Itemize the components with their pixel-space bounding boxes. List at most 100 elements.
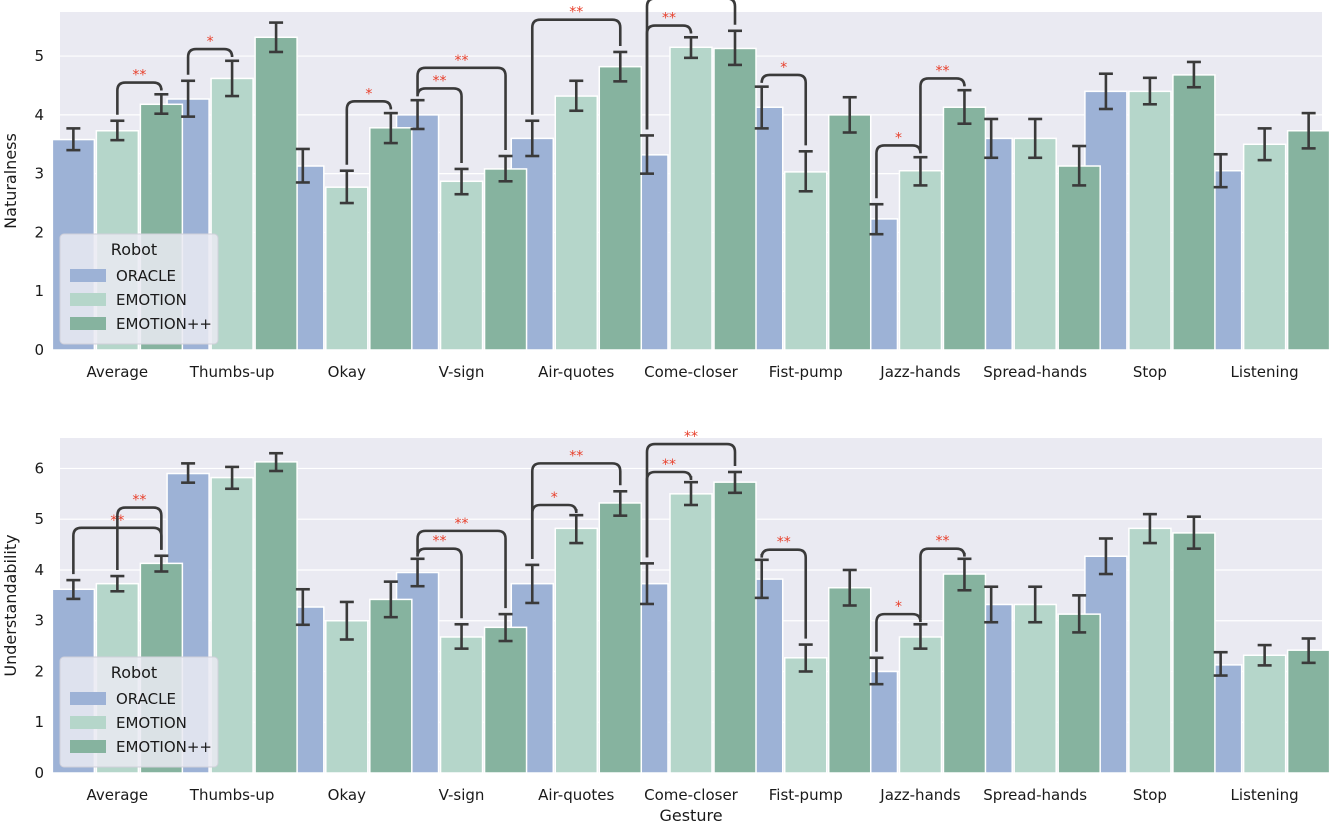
x-tick-label: Stop [1133, 363, 1167, 381]
significance-label: * [780, 60, 787, 76]
bar-emotion-fist-pump [783, 657, 828, 774]
y-axis-label: Understandability [1, 534, 20, 676]
legend-title: Robot [111, 240, 157, 259]
significance-bracket [416, 66, 507, 151]
bar-emotionplusplus-spread-hands [1057, 165, 1101, 351]
legend-swatch [70, 740, 106, 753]
significance-bracket [645, 442, 737, 558]
legend-box [59, 233, 219, 345]
significance-bracket [186, 47, 234, 75]
legend-title: Robot [111, 663, 157, 682]
y-tick-label: 3 [34, 165, 44, 183]
bar-emotion-okay [325, 619, 369, 774]
bar-emotionplusplus-jazz-hands [942, 106, 987, 351]
significance-label: ** [662, 11, 676, 27]
bar-emotionplusplus-okay [369, 127, 413, 351]
significance-bracket [345, 100, 393, 165]
x-tick-label: Thumbs-up [189, 363, 275, 381]
bar-emotion-okay [325, 186, 369, 351]
chart-panel-1: 0 1 2 3 4 5 Average Thumbs-up Okay V-sign Air-quot… [1, 0, 1329, 381]
legend-swatch [70, 716, 106, 729]
x-tick-label: Spread-hands [983, 786, 1087, 804]
x-tick-label: Jazz-hands [879, 786, 961, 804]
x-tick-label: Listening [1231, 363, 1299, 381]
legend: Robot ORACLE EMOTION EMOTION++ [59, 233, 219, 345]
x-tick-label: V-sign [439, 786, 485, 804]
significance-bracket [530, 18, 622, 115]
x-tick-label: Fist-pump [769, 786, 843, 804]
significance-bracket [116, 81, 163, 115]
bar-emotion-jazz-hands [898, 636, 943, 774]
significance-label: ** [777, 535, 791, 551]
bar-emotionplusplus-stop [1172, 74, 1216, 351]
x-tick-label: Fist-pump [769, 363, 843, 381]
chart-panel-2: 0 1 2 3 4 5 6 Average Thumbs-up Okay V-sign Air-quo… [1, 429, 1329, 825]
x-tick-label: Listening [1231, 786, 1299, 804]
bar-emotionplusplus-listening [1286, 649, 1329, 774]
bar-emotion-come-closer [669, 46, 713, 351]
legend-item-label: ORACLE [116, 690, 176, 708]
bar-emotion-v-sign [439, 180, 484, 351]
bar-emotionplusplus-air-quotes [598, 502, 643, 774]
y-tick-label: 2 [34, 662, 44, 680]
bar-emotion-stop [1128, 90, 1172, 351]
bar-emotion-listening [1242, 143, 1287, 351]
legend: Robot ORACLE EMOTION EMOTION++ [59, 656, 219, 768]
x-tick-label: Come-closer [644, 786, 739, 804]
x-tick-label: Average [87, 363, 149, 381]
significance-bracket [919, 547, 966, 619]
x-tick-label: Come-closer [644, 363, 739, 381]
bar-emotionplusplus-thumbs-up [254, 461, 298, 774]
y-tick-label: 5 [34, 510, 44, 528]
y-tick-label: 2 [34, 223, 44, 241]
bar-emotionplusplus-okay [369, 598, 413, 774]
significance-bracket [760, 73, 808, 146]
significance-label: ** [569, 5, 583, 21]
significance-bracket [116, 506, 163, 571]
bar-emotionplusplus-stop [1172, 532, 1216, 774]
significance-label: * [895, 130, 902, 146]
bar-emotion-stop [1128, 527, 1172, 774]
significance-bracket [416, 529, 507, 609]
x-tick-label: Air-quotes [538, 786, 614, 804]
significance-bracket [875, 612, 922, 652]
significance-label: ** [132, 493, 146, 509]
significance-label: ** [455, 516, 469, 532]
bar-emotion-listening [1242, 654, 1287, 774]
legend-swatch [70, 692, 106, 705]
legend-box [59, 656, 219, 768]
bar-emotion-spread-hands [1013, 137, 1057, 351]
bar-emotion-spread-hands [1013, 603, 1057, 774]
legend-swatch [70, 293, 106, 306]
bar-emotionplusplus-v-sign [483, 626, 528, 774]
x-tick-label: Jazz-hands [879, 363, 961, 381]
significance-bracket [416, 547, 463, 619]
y-tick-label: 3 [34, 612, 44, 630]
bar-emotionplusplus-spread-hands [1057, 613, 1101, 774]
y-tick-label: 4 [34, 561, 44, 579]
bar-emotionplusplus-come-closer [713, 47, 757, 351]
significance-label: ** [569, 448, 583, 464]
y-tick-label: 1 [34, 713, 44, 731]
bar-emotion-v-sign [439, 636, 484, 774]
bar-emotion-air-quotes [554, 527, 599, 774]
bar-emotion-air-quotes [554, 95, 599, 351]
legend-item-label: EMOTION [116, 714, 187, 732]
significance-label: ** [935, 534, 949, 550]
x-tick-label: Okay [328, 363, 366, 381]
bar-emotionplusplus-listening [1286, 129, 1329, 351]
bar-emotion-come-closer [669, 493, 713, 774]
significance-label: ** [684, 429, 698, 445]
bar-emotion-jazz-hands [898, 169, 943, 351]
legend-item-label: EMOTION++ [116, 738, 212, 756]
legend-swatch [70, 269, 106, 282]
y-axis-label: Naturalness [1, 133, 20, 229]
bar-emotionplusplus-fist-pump [827, 114, 872, 351]
legend-swatch [70, 317, 106, 330]
significance-label: ** [662, 457, 676, 473]
y-tick-label: 0 [34, 764, 44, 782]
significance-label: ** [433, 73, 447, 89]
bar-emotionplusplus-fist-pump [827, 586, 872, 774]
x-tick-label: Stop [1133, 786, 1167, 804]
